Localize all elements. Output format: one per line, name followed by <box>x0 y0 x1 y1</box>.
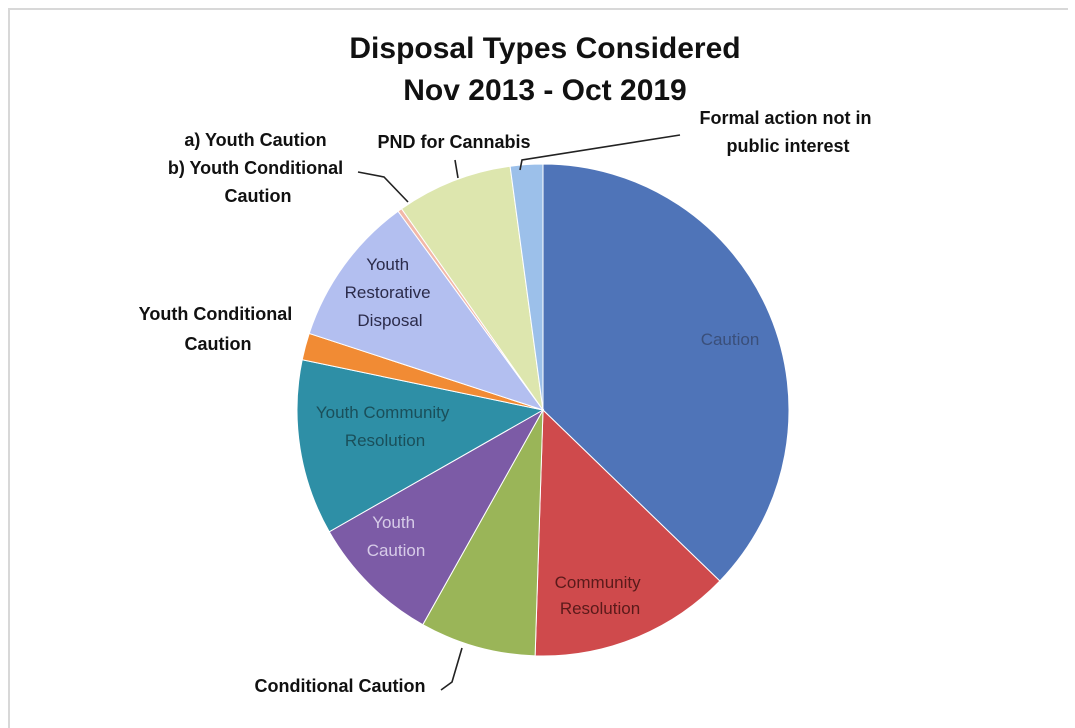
label-formal-action-line2: public interest <box>726 136 849 156</box>
chart-title: Disposal Types Considered <box>349 32 740 65</box>
chart-subtitle: Nov 2013 - Oct 2019 <box>403 74 687 107</box>
label-youth-caution-line1: Youth <box>372 513 415 532</box>
label-youth-conditional-caution: Youth Conditional Caution <box>139 304 298 354</box>
label-formal-action-line1: Formal action not in <box>699 108 871 128</box>
label-youth-community-resolution: Youth Community Resolution <box>316 403 454 450</box>
pie-slice-conditional-caution <box>422 409 544 657</box>
pie-slice-youth-caution <box>328 408 545 626</box>
label-community-resolution: Community Resolution <box>555 573 646 618</box>
pie-slice-youth-community-resolution <box>296 359 545 533</box>
label-youth-conditional-caution-line2: Caution <box>185 334 252 354</box>
label-youth-caution: Youth Caution <box>367 513 426 560</box>
pie-slices <box>296 163 790 657</box>
leader-lines <box>357 134 681 691</box>
label-ab-youth-line1: a) Youth Caution <box>184 130 326 150</box>
pie-slice-caution <box>542 163 790 582</box>
leader-line-formal-action <box>519 134 681 171</box>
pie-slice-community-resolution <box>534 408 721 657</box>
label-youth-caution-line2: Caution <box>367 541 426 560</box>
label-conditional-caution: Conditional Caution <box>255 676 426 696</box>
pie-chart: Disposal Types Considered Nov 2013 - Oct… <box>139 32 876 696</box>
label-youth-restorative-disposal: Youth Restorative Disposal <box>345 255 436 330</box>
pie-slice-formal-action-not-in-public-interest <box>509 163 544 411</box>
label-youth-restorative-disposal-line2: Restorative <box>345 283 431 302</box>
leader-line-ab-youth <box>357 171 409 203</box>
pie-slice-pnd-for-cannabis <box>400 165 544 411</box>
leader-line-conditional-caution <box>440 647 463 691</box>
label-ab-youth: a) Youth Caution b) Youth Conditional Ca… <box>168 130 348 206</box>
label-youth-community-resolution-line2: Resolution <box>345 431 425 450</box>
chart-frame <box>8 8 1068 728</box>
label-formal-action: Formal action not in public interest <box>699 108 876 156</box>
label-youth-restorative-disposal-line3: Disposal <box>357 311 422 330</box>
label-ab-youth-line2: b) Youth Conditional <box>168 158 343 178</box>
label-caution: Caution <box>701 330 760 349</box>
label-ab-youth-line3: Caution <box>225 186 292 206</box>
label-youth-restorative-disposal-line1: Youth <box>366 255 409 274</box>
label-community-resolution-line1: Community <box>555 573 641 592</box>
pie-slice-youth-restorative-disposal <box>308 210 545 411</box>
label-community-resolution-line2: Resolution <box>560 599 640 618</box>
label-youth-conditional-caution-line1: Youth Conditional <box>139 304 293 324</box>
label-pnd-cannabis: PND for Cannabis <box>377 132 530 152</box>
label-youth-community-resolution-line1: Youth Community <box>316 403 450 422</box>
leader-line-pnd-cannabis <box>454 159 459 179</box>
